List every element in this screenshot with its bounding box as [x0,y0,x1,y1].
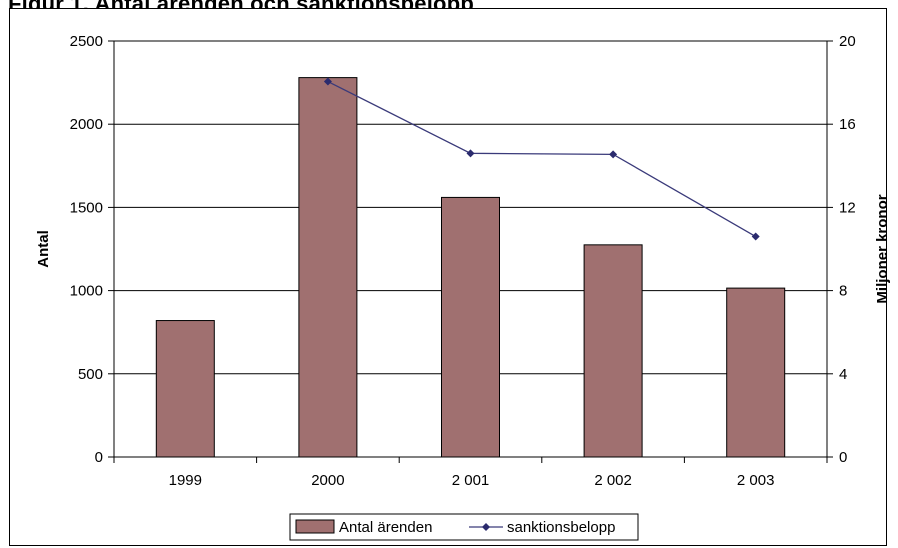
y-tick-label-left: 1000 [70,283,103,300]
x-tick-label: 2 003 [737,472,775,489]
y-tick-label-left: 2500 [70,33,103,50]
y-tick-label-left: 500 [78,366,103,383]
line-point [751,232,760,241]
bar [298,77,358,458]
legend-marker [482,523,490,531]
legend-box [289,513,639,541]
y-tick-label-right: 4 [839,366,847,383]
bar [726,287,786,458]
line-point [323,77,332,86]
legend-swatch-bar [295,519,335,534]
x-tick-label: 1999 [169,472,202,489]
y-tick-label-left: 2000 [70,116,103,133]
y-tick-label-right: 8 [839,283,847,300]
y-tick-label-right: 20 [839,33,856,50]
y-tick-label-right: 0 [839,449,847,466]
line-point [609,150,618,159]
y-tick-label-right: 12 [839,199,856,216]
series-line [327,80,757,238]
legend-label-bar: Antal ärenden [339,519,432,536]
y-tick-label-right: 16 [839,116,856,133]
y-axis-title-right: Miljoner kronor [874,194,891,303]
bar [441,196,500,458]
y-tick-label-left: 0 [95,449,103,466]
x-tick-label: 2 001 [452,472,490,489]
x-tick-label: 2000 [311,472,344,489]
line-point [466,149,475,158]
bar [155,320,215,458]
y-tick-label-left: 1500 [70,199,103,216]
legend-label-line: sanktionsbelopp [507,519,615,536]
y-axis-title-left: Antal [35,230,52,268]
x-tick-label: 2 002 [594,472,632,489]
bar [583,244,643,458]
